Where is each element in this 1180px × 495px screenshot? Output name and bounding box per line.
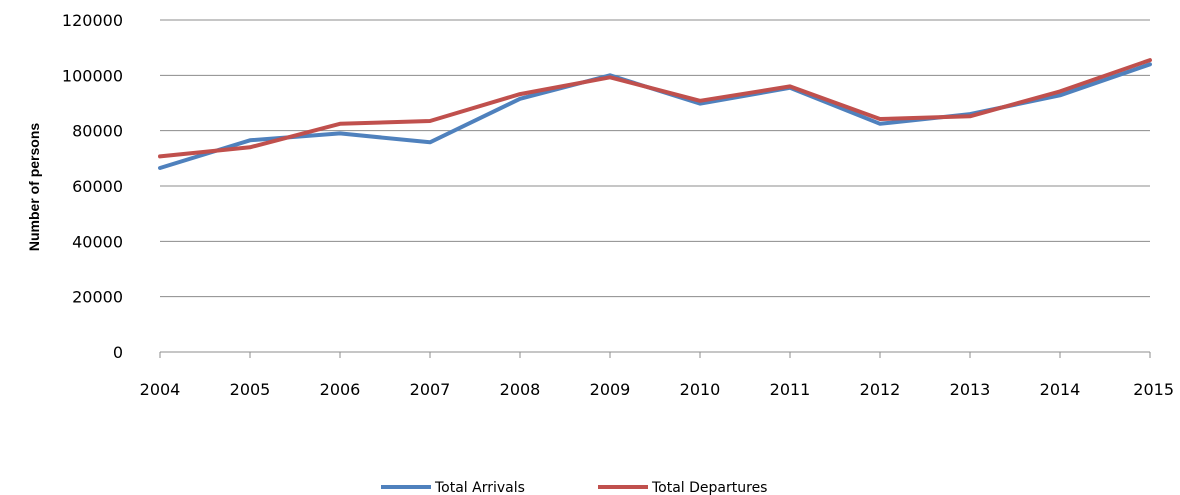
data-point (519, 93, 521, 95)
data-point (249, 139, 251, 141)
y-axis-tick-labels: 0 20000 40000 60000 80000 100000 120000 (62, 11, 123, 362)
x-tick-label: 2015 (1133, 380, 1174, 399)
x-tick-label: 2006 (320, 380, 361, 399)
legend-label: Total Departures (651, 480, 767, 495)
data-point (1149, 59, 1151, 61)
data-point (969, 115, 971, 117)
y-tick-label: 80000 (72, 122, 123, 141)
data-point (339, 123, 341, 125)
data-point (339, 132, 341, 134)
data-point (789, 85, 791, 87)
y-tick-label: 40000 (72, 232, 123, 251)
x-tick-label: 2005 (230, 380, 271, 399)
y-tick-label: 60000 (72, 177, 123, 196)
data-point (1059, 90, 1061, 92)
y-tick-label: 120000 (62, 11, 123, 30)
gridlines (160, 19, 1150, 298)
x-tick-label: 2009 (590, 380, 631, 399)
x-axis (159, 351, 1151, 358)
data-point (159, 155, 161, 157)
series-lines (158, 58, 1152, 170)
x-tick-label: 2013 (950, 380, 991, 399)
legend: Total Arrivals Total Departures (381, 480, 767, 495)
x-tick-label: 2011 (770, 380, 811, 399)
data-point (699, 100, 701, 102)
y-tick-label: 20000 (72, 288, 123, 307)
data-point (879, 123, 881, 125)
data-point (609, 76, 611, 78)
x-tick-label: 2014 (1040, 380, 1081, 399)
data-point (159, 167, 161, 169)
x-axis-tick-labels: 2004 2005 2006 2007 2008 2009 2010 2011 2012 2013… (140, 380, 1174, 399)
x-tick-label: 2007 (410, 380, 451, 399)
y-tick-label: 0 (113, 343, 123, 362)
series-line-departures (158, 58, 1152, 159)
data-point (1149, 63, 1151, 65)
x-tick-label: 2008 (500, 380, 541, 399)
y-axis-label: Number of persons (26, 123, 42, 252)
y-tick-label: 100000 (62, 66, 123, 85)
x-tick-label: 2004 (140, 380, 181, 399)
data-point (429, 141, 431, 143)
data-point (519, 98, 521, 100)
series-line-arrivals (158, 62, 1152, 170)
data-point (429, 120, 431, 122)
data-point (249, 146, 251, 148)
x-tick-label: 2012 (860, 380, 901, 399)
data-point (879, 118, 881, 120)
data-point (1059, 94, 1061, 96)
data-point (699, 103, 701, 105)
x-tick-label: 2010 (680, 380, 721, 399)
legend-label: Total Arrivals (434, 480, 525, 495)
